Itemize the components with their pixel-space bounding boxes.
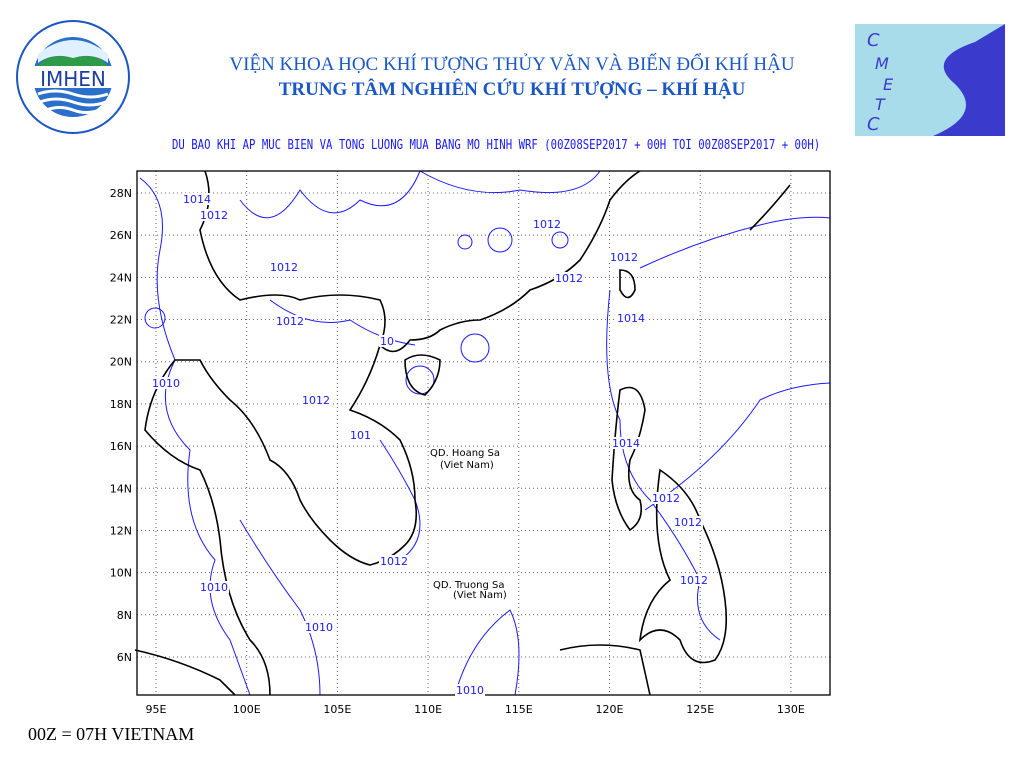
contour-label: 1012 (200, 209, 228, 222)
contour-label: 1012 (302, 394, 330, 407)
hoang-sa-label: QD. Hoang Sa (430, 448, 500, 459)
contour-label: 1014 (617, 312, 645, 325)
svg-text:C: C (867, 30, 880, 51)
axis-ticks: 95E 100E 105E 110E 115E 120E 125E 130E 28N 26N 24N… (110, 187, 805, 716)
lon-tick-label: 130E (777, 703, 805, 716)
imhen-logo: IMHEN (16, 20, 130, 134)
contour-label: 1012 (380, 555, 408, 568)
lat-tick-label: 24N (110, 271, 132, 284)
timezone-note: 00Z = 07H VIETNAM (28, 724, 195, 744)
truong-sa-label-2: (Viet Nam) (453, 590, 507, 601)
lon-tick-label: 110E (414, 703, 442, 716)
contour-label: 1010 (456, 684, 484, 697)
lat-tick-label: 18N (110, 398, 132, 411)
contour-label: 1010 (152, 377, 180, 390)
lat-tick-label: 6N (117, 651, 132, 664)
contour-label: 1012 (610, 251, 638, 264)
map-title: DU BAO KHI AP MUC BIEN VA TONG LUONG MUA… (172, 138, 821, 153)
contour-label: 1012 (276, 315, 304, 328)
svg-text:T: T (875, 95, 886, 114)
lon-tick-label: 105E (323, 703, 351, 716)
cmetc-logo: C M E T C (855, 24, 1005, 136)
center-title: TRUNG TÂM NGHIÊN CỨU KHÍ TƯỢNG – KHÍ HẬU (278, 79, 746, 100)
lat-tick-label: 20N (110, 356, 132, 369)
lon-tick-label: 125E (686, 703, 714, 716)
contour-label: 1012 (555, 272, 583, 285)
hoang-sa-label-2: (Viet Nam) (440, 460, 494, 471)
contour-label: 1010 (200, 581, 228, 594)
contour-label: 1012 (652, 492, 680, 505)
contour-label: 101 (350, 429, 371, 442)
lat-tick-label: 26N (110, 229, 132, 242)
svg-text:IMHEN: IMHEN (40, 67, 106, 91)
contour-label: 1012 (680, 574, 708, 587)
lat-tick-label: 12N (110, 524, 132, 537)
lat-tick-label: 14N (110, 482, 132, 495)
svg-text:E: E (883, 75, 894, 94)
lat-tick-label: 16N (110, 440, 132, 453)
lat-tick-label: 22N (110, 314, 132, 327)
contour-label: 1012 (270, 261, 298, 274)
contour-label: 1012 (533, 218, 561, 231)
lat-tick-label: 28N (110, 187, 132, 200)
truong-sa-label: QD. Truong Sa (433, 580, 504, 591)
contour-label: 1014 (183, 193, 211, 206)
lon-tick-label: 120E (596, 703, 624, 716)
lon-tick-label: 100E (233, 703, 261, 716)
lon-tick-label: 95E (146, 703, 167, 716)
graticule (137, 171, 830, 695)
institute-title: VIỆN KHOA HỌC KHÍ TƯỢNG THỦY VĂN VÀ BIẾN… (229, 54, 795, 75)
coastline (134, 170, 791, 696)
contour-label: 1012 (674, 516, 702, 529)
contour-label: 10 (380, 335, 394, 348)
contour-label: 1010 (305, 621, 333, 634)
svg-text:C: C (867, 114, 880, 135)
contour-labels: 1014101210121012101010101210110121012101… (151, 193, 709, 697)
lat-tick-label: 10N (110, 567, 132, 580)
svg-text:M: M (875, 54, 889, 73)
contour-label: 1014 (612, 437, 640, 450)
contours (139, 170, 831, 696)
lon-tick-label: 115E (505, 703, 533, 716)
lat-tick-label: 8N (117, 609, 132, 622)
